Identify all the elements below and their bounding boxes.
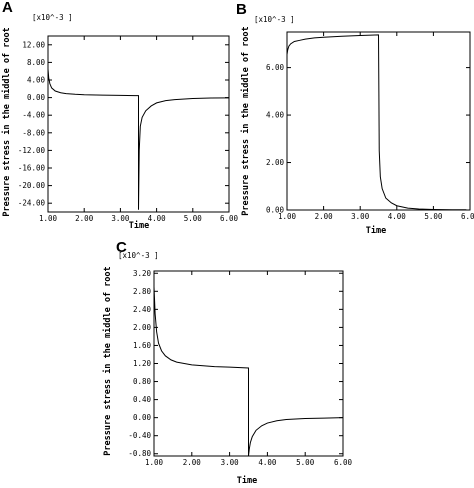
y-tick-label: 0.80 xyxy=(133,377,152,386)
y-tick-label: -16.00 xyxy=(18,164,46,173)
x-tick-label: 5.00 xyxy=(424,212,443,221)
x-tick-label: 2.00 xyxy=(315,212,334,221)
x-tick-label: 3.00 xyxy=(351,212,370,221)
y-tick-label: 1.60 xyxy=(133,341,152,350)
y-tick-label: -24.00 xyxy=(18,199,46,208)
x-axis-label: Time xyxy=(129,220,149,231)
plot-frame xyxy=(47,35,230,213)
x-tick-label: 2.00 xyxy=(75,214,94,223)
y-multiplier-label: [x10^-3 ] xyxy=(254,15,295,24)
y-tick-label: 2.80 xyxy=(133,287,152,296)
panel-b: B [x10^-3 ] 1.00 2.00 3.00 4.00 5.00 6.00 0.00 2.… xyxy=(236,1,474,236)
y-tick-label: 0.40 xyxy=(133,395,152,404)
x-tick-label: 6.00 xyxy=(220,214,239,223)
y-tick-label: -0.80 xyxy=(128,449,151,458)
plot-frame xyxy=(286,31,471,211)
y-tick-label: 2.00 xyxy=(266,158,285,167)
x-tick-label: 6.00 xyxy=(334,458,353,467)
y-tick-label: -4.00 xyxy=(22,111,45,120)
y-axis-label: Pressure stress in the middle of root xyxy=(240,26,251,215)
panel-a: A [x10^-3 ] 1.00 2.00 3.00 4.00 5.00 6.00 12.00 8… xyxy=(1,0,239,231)
series-line-0 xyxy=(286,34,467,211)
x-tick-label: 1.00 xyxy=(278,212,297,221)
x-tick-label: 5.00 xyxy=(184,214,203,223)
x-tick-label: 3.00 xyxy=(111,214,130,223)
x-tick-label: 1.00 xyxy=(39,214,58,223)
y-tick-label: 0.00 xyxy=(27,93,46,102)
x-tick-label: 6.00 xyxy=(461,212,474,221)
x-tick-label: 4.00 xyxy=(148,214,167,223)
y-tick-label: -0.40 xyxy=(128,431,151,440)
x-axis-label: Time xyxy=(237,475,257,486)
y-tick-label: 12.00 xyxy=(22,40,45,49)
y-tick-label: 6.00 xyxy=(266,63,285,72)
y-tick-label: 2.40 xyxy=(133,305,152,314)
y-tick-label: -8.00 xyxy=(22,128,45,137)
x-tick-label: 2.00 xyxy=(183,458,202,467)
y-axis-label: Pressure stress in the middle of root xyxy=(102,266,113,455)
panel-letter: A xyxy=(2,0,13,16)
y-multiplier-label: [x10^-3 ] xyxy=(32,13,73,22)
x-tick-label: 3.00 xyxy=(221,458,240,467)
y-tick-label: 0.00 xyxy=(133,413,152,422)
y-tick-label: 4.00 xyxy=(27,76,46,85)
x-tick-label: 5.00 xyxy=(296,458,315,467)
x-tick-label: 4.00 xyxy=(388,212,407,221)
series-line-0 xyxy=(47,68,230,210)
y-tick-label: -20.00 xyxy=(18,181,46,190)
panel-letter: C xyxy=(116,239,127,256)
y-tick-label: 0.00 xyxy=(266,206,285,215)
y-tick-label: -12.00 xyxy=(18,146,46,155)
y-tick-label: 3.20 xyxy=(133,269,152,278)
x-tick-label: 1.00 xyxy=(145,458,164,467)
y-tick-label: 2.00 xyxy=(133,323,152,332)
y-tick-label: 4.00 xyxy=(266,111,285,120)
x-axis-label: Time xyxy=(366,225,386,236)
y-tick-label: 1.20 xyxy=(133,359,152,368)
panel-c: C[x10^-3 ] 1.00 2.00 3.00 4.00 5.00 6.00 3.20 2.… xyxy=(102,239,353,486)
series-line-0 xyxy=(153,286,344,457)
y-axis-label: Pressure stress in the middle of root xyxy=(1,27,12,216)
panel-letter: B xyxy=(236,1,247,18)
x-tick-label: 4.00 xyxy=(258,458,277,467)
y-tick-label: 8.00 xyxy=(27,58,46,67)
y-multiplier-label: [x10^-3 ] xyxy=(118,251,159,260)
